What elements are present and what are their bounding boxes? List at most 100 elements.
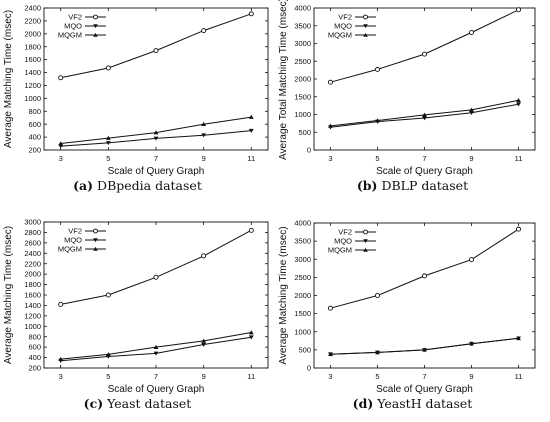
- y-tick-label: 1400: [24, 301, 41, 310]
- data-point-mqo: [469, 110, 474, 116]
- legend-label: MQGM: [58, 31, 82, 40]
- x-tick-label: 7: [422, 154, 426, 163]
- x-tick-label: 11: [247, 372, 255, 381]
- y-tick-label: 4000: [294, 4, 311, 13]
- y-tick-label: 4000: [294, 219, 311, 228]
- caption-text: DBpedia dataset: [97, 178, 202, 193]
- chart-panel-dblp: 0 500 1000 1500 2000 2500 3000 3500 4000 3 5 7 9 11 Sc…: [275, 0, 550, 209]
- data-point-vf2: [469, 257, 475, 263]
- x-axis-label: Scale of Query Graph: [376, 384, 473, 395]
- caption-text: YeastH dataset: [377, 396, 473, 411]
- y-tick-label: 2400: [24, 249, 41, 258]
- y-tick-label: 1000: [294, 327, 311, 336]
- y-tick-label: 2800: [24, 228, 41, 237]
- data-point-mqo: [422, 116, 427, 121]
- y-tick-label: 400: [28, 353, 41, 362]
- x-tick-label: 5: [106, 154, 110, 163]
- y-tick-label: 2400: [24, 4, 41, 13]
- data-point-mqo: [153, 136, 159, 141]
- legend-label: MQO: [64, 236, 82, 245]
- y-tick-label: 1000: [294, 110, 311, 119]
- data-point-vf2: [469, 30, 475, 35]
- x-tick-label: 9: [202, 154, 206, 163]
- x-tick-label: 5: [375, 154, 379, 163]
- legend-marker: [363, 229, 368, 235]
- data-point-mqo: [248, 335, 254, 340]
- data-point-vf2: [58, 301, 64, 307]
- data-point-mqgm: [105, 135, 111, 140]
- x-tick-label: 11: [515, 154, 523, 163]
- x-tick-label: 3: [59, 154, 63, 163]
- data-point-mqgm: [105, 352, 111, 357]
- y-tick-label: 600: [28, 120, 41, 129]
- y-tick-label: 2200: [24, 259, 41, 268]
- legend-marker: [363, 24, 368, 29]
- chart-caption: (d) YeastH dataset: [275, 396, 550, 411]
- data-point-vf2: [422, 273, 427, 279]
- legend-marker: [363, 14, 368, 20]
- y-tick-label: 1400: [24, 68, 41, 77]
- y-tick-label: 500: [298, 128, 311, 137]
- y-tick-label: 1200: [24, 81, 41, 90]
- data-point-mqgm: [516, 98, 521, 103]
- data-point-mqo: [58, 144, 64, 149]
- y-tick-label: 1500: [294, 309, 311, 318]
- legend-label: MQO: [64, 22, 82, 31]
- data-point-vf2: [153, 274, 159, 280]
- legend-label: VF2: [338, 13, 352, 22]
- data-point-mqgm: [201, 121, 207, 126]
- data-point-vf2: [516, 226, 522, 232]
- y-tick-label: 1000: [24, 322, 41, 331]
- y-tick-label: 2600: [24, 238, 41, 247]
- data-point-vf2: [327, 305, 333, 311]
- x-tick-label: 3: [328, 154, 332, 163]
- y-axis-label: Average Matching Time (msec): [3, 10, 14, 148]
- y-tick-label: 2000: [24, 29, 41, 38]
- data-point-mqgm: [422, 112, 427, 117]
- y-tick-label: 0: [307, 146, 311, 155]
- data-point-vf2: [248, 11, 254, 17]
- x-tick-label: 7: [154, 372, 158, 381]
- chart-panel-yeasth: 0 500 1000 1500 2000 2500 3000 3500 4000 3 5 7 9 11 Sc…: [275, 213, 550, 422]
- x-tick-label: 7: [422, 372, 426, 381]
- caption-text: DBLP dataset: [381, 178, 469, 193]
- x-axis-label: Scale of Query Graph: [376, 166, 473, 177]
- series-line-vf2: [330, 9, 519, 83]
- series-line-vf2: [60, 13, 252, 79]
- chart-caption: (b) DBLP dataset: [275, 178, 550, 193]
- data-point-mqgm: [328, 123, 333, 128]
- data-point-vf2: [248, 227, 254, 233]
- legend-marker: [93, 32, 98, 37]
- chart-yeasth: 0 500 1000 1500 2000 2500 3000 3500 4000 3 5 7 9 11 Sc…: [278, 219, 536, 395]
- legend-marker: [363, 32, 368, 37]
- y-tick-label: 2500: [294, 273, 311, 282]
- y-tick-label: 800: [28, 107, 41, 116]
- legend-label: MQGM: [328, 31, 352, 40]
- x-tick-label: 11: [247, 154, 255, 163]
- y-tick-label: 2500: [294, 57, 311, 66]
- caption-letter: (d): [352, 396, 374, 411]
- y-tick-label: 1600: [24, 291, 41, 300]
- data-point-mqgm: [58, 141, 64, 146]
- data-point-mqgm: [469, 107, 474, 112]
- data-point-mqo: [153, 351, 159, 356]
- x-tick-label: 7: [154, 154, 158, 163]
- x-tick-label: 5: [375, 372, 379, 381]
- y-tick-label: 1500: [294, 92, 311, 101]
- legend-marker: [93, 238, 98, 243]
- y-tick-label: 600: [28, 343, 41, 352]
- chart-caption: (a) DBpedia dataset: [0, 178, 275, 193]
- y-tick-label: 3500: [294, 237, 311, 246]
- legend-label: VF2: [68, 13, 82, 22]
- legend-marker: [363, 247, 368, 252]
- data-point-mqgm: [153, 344, 159, 349]
- data-point-vf2: [327, 79, 333, 85]
- data-point-mqgm: [375, 118, 380, 123]
- chart-dblp: 0 500 1000 1500 2000 2500 3000 3500 4000 3 5 7 9 11 Sc…: [278, 0, 536, 177]
- x-tick-label: 3: [328, 372, 332, 381]
- legend-label: MQGM: [58, 245, 82, 254]
- caption-letter: (b): [356, 178, 378, 193]
- y-tick-label: 1000: [24, 94, 41, 103]
- data-point-vf2: [201, 253, 207, 259]
- data-point-mqgm: [58, 356, 64, 361]
